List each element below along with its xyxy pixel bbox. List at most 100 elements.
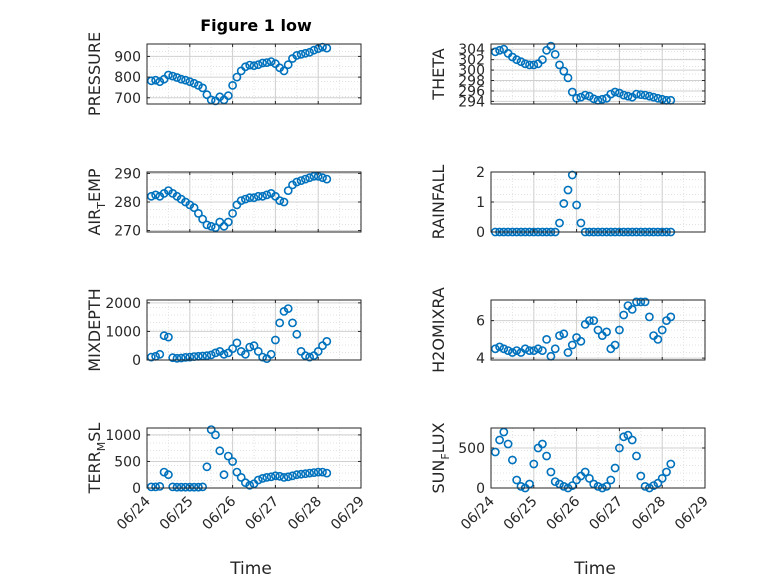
- data-point: [245, 60, 255, 70]
- y-tick-label: 0: [476, 481, 485, 497]
- data-point: [223, 91, 233, 101]
- data-point: [538, 55, 547, 65]
- data-point: [636, 297, 646, 307]
- data-point: [653, 478, 663, 488]
- data-point: [228, 457, 237, 466]
- subplot-1: 700 800 900 PRESSURE: [85, 32, 362, 116]
- data-point: [538, 346, 547, 355]
- data-point: [512, 55, 522, 65]
- data-point: [322, 468, 332, 478]
- data-point: [249, 61, 259, 71]
- data-point: [258, 352, 267, 362]
- data-point: [300, 48, 310, 58]
- data-point: [245, 342, 255, 352]
- data-point: [576, 218, 586, 228]
- data-point: [322, 174, 332, 184]
- axes-box: [490, 43, 706, 105]
- y-tick-label: 6: [476, 314, 485, 330]
- data-point: [283, 186, 293, 195]
- data-point: [318, 467, 327, 477]
- data-point: [559, 199, 569, 208]
- data-point: [245, 193, 255, 203]
- data-point: [240, 62, 250, 72]
- data-point: [322, 336, 332, 346]
- data-series: [146, 425, 332, 492]
- data-point: [550, 344, 560, 354]
- data-point: [606, 89, 616, 99]
- data-point: [159, 467, 169, 477]
- data-point: [636, 90, 646, 99]
- data-point: [589, 94, 599, 104]
- y-tick-label: 290: [114, 166, 141, 182]
- data-point: [146, 482, 156, 492]
- data-point: [189, 203, 199, 213]
- data-point: [172, 482, 182, 492]
- y-tick-label: 280: [114, 195, 141, 211]
- data-point: [189, 78, 199, 88]
- data-point: [300, 174, 310, 184]
- data-point: [503, 439, 513, 449]
- data-point: [572, 200, 581, 210]
- data-point: [202, 220, 212, 230]
- data-point: [632, 89, 641, 99]
- data-point: [602, 481, 611, 491]
- data-point: [597, 94, 607, 104]
- data-point: [253, 60, 263, 70]
- data-point: [151, 482, 160, 492]
- figure-title: Figure 1 low: [200, 16, 312, 35]
- data-point: [300, 469, 310, 479]
- data-point: [232, 338, 242, 348]
- data-point: [538, 439, 547, 449]
- y-tick-label: 302: [458, 53, 485, 69]
- data-point: [279, 66, 289, 76]
- data-point: [313, 467, 323, 477]
- data-point: [640, 90, 650, 100]
- data-point: [520, 344, 530, 354]
- y-tick-label: 2000: [105, 296, 141, 312]
- data-point: [516, 57, 526, 67]
- axes-box: [490, 299, 706, 361]
- y-axis-label: SUNFLUX: [429, 422, 452, 493]
- data-point: [228, 344, 237, 353]
- data-point: [503, 346, 513, 355]
- data-point: [151, 75, 160, 85]
- data-point: [567, 340, 577, 350]
- data-point: [529, 459, 539, 469]
- data-point: [185, 352, 195, 362]
- data-point: [520, 59, 530, 69]
- data-point: [300, 351, 310, 361]
- data-point: [567, 170, 577, 180]
- data-point: [508, 455, 517, 465]
- subplot-6: 4 6 H2OMIXRA: [429, 287, 706, 373]
- y-tick-label: 0: [132, 353, 141, 369]
- data-point: [240, 478, 250, 488]
- data-point: [283, 60, 293, 70]
- data-point: [202, 90, 212, 100]
- data-point: [619, 432, 629, 442]
- data-point: [228, 208, 237, 218]
- data-point: [275, 471, 285, 481]
- data-point: [172, 73, 182, 82]
- data-point: [279, 472, 289, 482]
- data-point: [185, 482, 195, 492]
- data-point: [258, 473, 267, 483]
- y-tick-label: 298: [458, 74, 485, 90]
- y-axis-label: H2OMIXRA: [429, 287, 448, 373]
- data-point: [589, 316, 599, 325]
- data-point: [576, 92, 586, 102]
- data-point: [563, 348, 573, 357]
- data-point: [550, 50, 560, 59]
- data-point: [529, 346, 539, 355]
- y-tick-label: 296: [458, 84, 485, 100]
- data-point: [632, 297, 641, 307]
- data-point: [223, 217, 233, 227]
- data-point: [649, 92, 658, 102]
- data-point: [240, 194, 250, 204]
- data-point: [525, 346, 534, 355]
- y-tick-label: 1: [476, 195, 485, 211]
- data-point: [610, 87, 620, 97]
- y-axis-label: TERRMSL: [85, 423, 108, 495]
- data-point: [559, 481, 569, 491]
